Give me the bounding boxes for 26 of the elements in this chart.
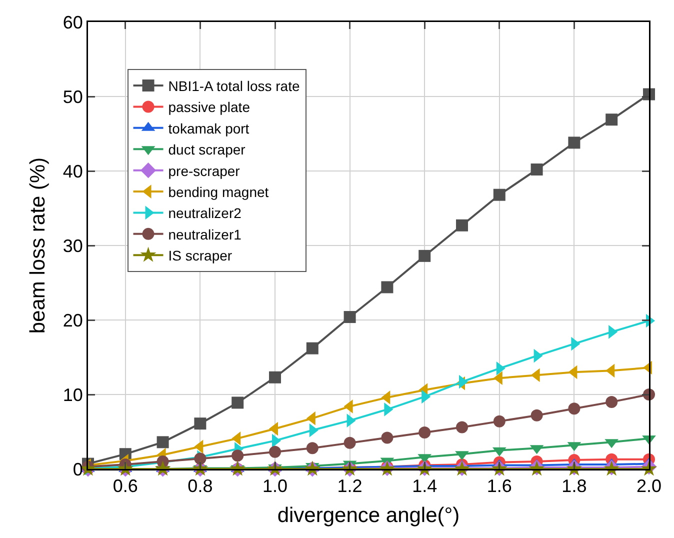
legend-label: tokamak port — [168, 120, 250, 136]
legend-label: duct scraper — [168, 142, 246, 158]
x-axis-title: divergence angle(°) — [277, 504, 460, 528]
legend-label: NBI1-A total loss rate — [168, 78, 300, 94]
legend-label: neutralizer1 — [168, 226, 242, 242]
x-tick-label: 0.8 — [188, 476, 213, 496]
x-tick-label: 1.4 — [412, 476, 438, 496]
y-tick-label: 40 — [62, 161, 83, 182]
y-tick-label: 10 — [62, 384, 83, 405]
legend-label: IS scraper — [168, 248, 232, 264]
x-tick-label: 1.6 — [486, 476, 512, 496]
x-tick-label: 1.0 — [262, 476, 288, 496]
legend-label: passive plate — [168, 99, 250, 116]
y-axis-title: beam loss rate (%) — [26, 157, 50, 334]
y-tick-label: 0 — [72, 459, 83, 480]
x-tick-label: 2.0 — [636, 476, 662, 496]
y-tick-label: 50 — [62, 86, 83, 107]
legend-label: bending magnet — [168, 184, 269, 200]
legend-label: neutralizer2 — [168, 205, 242, 222]
legend-label: pre-scraper — [168, 162, 240, 179]
x-tick-label: 1.2 — [337, 476, 362, 496]
x-tick-label: 1.8 — [562, 476, 587, 496]
x-tick-label: 0.6 — [112, 476, 138, 496]
y-tick-label: 20 — [62, 310, 83, 330]
y-tick-label: 30 — [62, 236, 83, 256]
y-tick-label: 60 — [62, 12, 83, 32]
